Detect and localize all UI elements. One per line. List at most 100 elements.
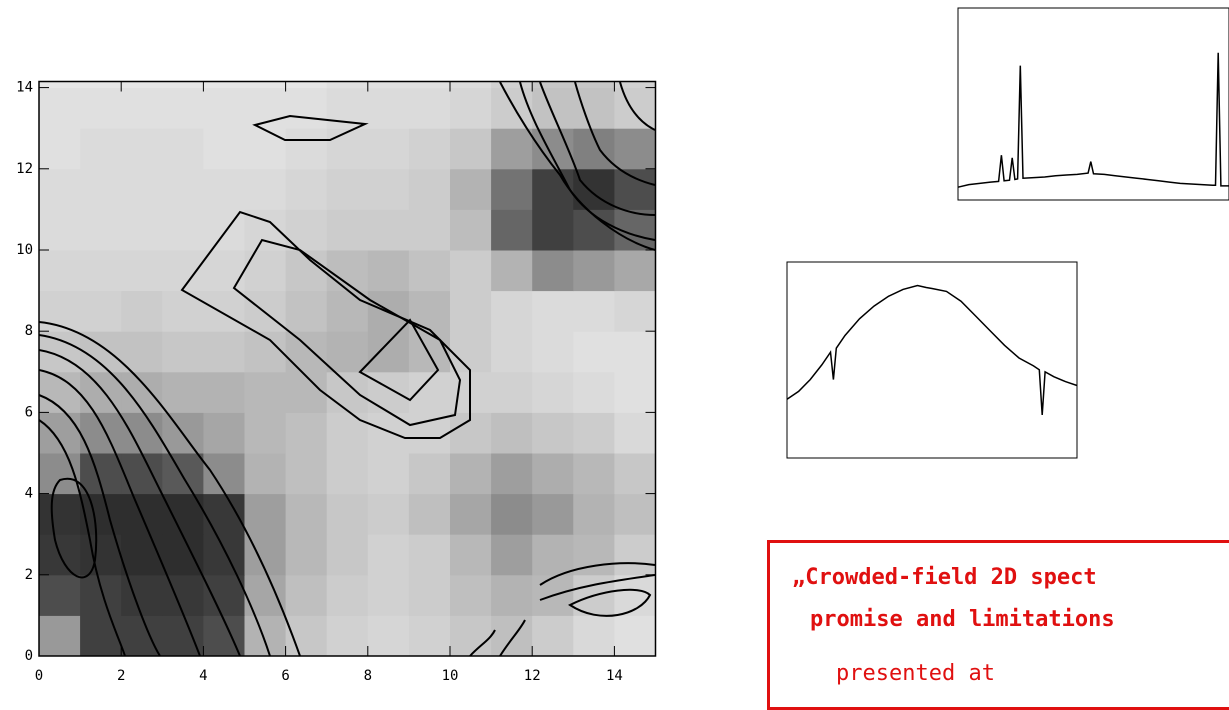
contour (539, 562, 656, 586)
heatmap-cell (285, 87, 328, 129)
spectrum-line (786, 284, 1078, 415)
heatmap-cell (367, 371, 410, 413)
heatmap-cell (573, 81, 615, 89)
heatmap-cell (326, 81, 369, 89)
subtitle-line: presented at (836, 661, 995, 686)
heatmap-cell (162, 331, 204, 373)
heatmap-cell (491, 249, 533, 292)
heatmap-cell (614, 290, 656, 332)
x-tick-label: 14 (606, 668, 623, 684)
heatmap-cell (491, 534, 533, 576)
heatmap-cell (39, 81, 81, 89)
heatmap-cell (532, 493, 574, 535)
slide: 0 2 4 6 8 10 12 14 0 2 4 6 8 10 12 14 (16, 7, 1229, 684)
heatmap-cell (285, 412, 328, 454)
heatmap-cell (203, 168, 245, 210)
heatmap-cell (367, 168, 410, 210)
heatmap-cell (573, 412, 615, 454)
heatmap-cell (203, 574, 245, 616)
contour (39, 334, 271, 656)
y-tick-label: 6 (25, 404, 33, 420)
heatmap-cell (203, 452, 245, 495)
x-tick-label: 12 (524, 668, 541, 684)
heatmap-cell (162, 128, 204, 170)
heatmap-cell (573, 87, 615, 129)
contour (499, 619, 526, 656)
heatmap-cell (80, 128, 122, 170)
heatmap-cell (80, 534, 122, 576)
heatmap-cell (80, 290, 122, 332)
contour (539, 574, 656, 601)
heatmap-cell (285, 371, 328, 413)
heatmap-cell (326, 452, 369, 495)
heatmap-cell (408, 209, 451, 251)
heatmap-cell (39, 87, 81, 129)
heatmap-cell (326, 412, 369, 454)
x-tick-label: 6 (281, 668, 289, 684)
heatmap-cell (532, 371, 574, 413)
heatmap-cell (39, 493, 81, 535)
heatmap-cell (203, 87, 245, 129)
y-tick-label: 8 (25, 323, 33, 339)
title-line: „Crowded-field 2D spect (792, 565, 1097, 590)
contour (499, 81, 656, 251)
contour (358, 318, 440, 402)
heatmap-cell (80, 168, 122, 210)
contours (39, 81, 656, 656)
heatmap-cell (80, 209, 122, 251)
heatmap-cell (326, 290, 369, 332)
heatmap-cell (244, 493, 287, 535)
heatmap-cell (614, 493, 656, 535)
contour (180, 210, 471, 439)
heatmap-cell (244, 452, 287, 495)
heatmap-cell (121, 87, 163, 129)
heatmap-cell (450, 615, 492, 656)
heatmap-cell (408, 412, 451, 454)
heatmap-cell (244, 615, 287, 656)
heatmap-cell (39, 249, 81, 292)
heatmap-cell (532, 87, 574, 129)
heatmap-cell (532, 331, 574, 373)
heatmap-cell (491, 81, 533, 89)
heatmap-cell (532, 615, 574, 656)
heatmap-cell (367, 534, 410, 576)
heatmap-cell (39, 290, 81, 332)
heatmap-cell (532, 290, 574, 332)
heatmap-cell (80, 574, 122, 616)
heatmap-cell (532, 412, 574, 454)
axes: 0 2 4 6 8 10 12 14 0 2 4 6 8 10 12 14 (16, 7, 1229, 684)
contour (39, 321, 301, 656)
heatmap-cell (491, 168, 533, 210)
heatmap-cell (614, 81, 656, 89)
heatmap-cell (162, 168, 204, 210)
heatmap-cell (450, 290, 492, 332)
heatmap-cell (367, 412, 410, 454)
heatmap-cell (285, 81, 328, 89)
heatmap-cell (367, 209, 410, 251)
heatmap-cell (408, 128, 451, 170)
contour (50, 477, 98, 579)
heatmap-cell (203, 209, 245, 251)
heatmap-cell (39, 412, 81, 454)
heatmap-cell (408, 331, 451, 373)
heatmap-cell (39, 574, 81, 616)
contour (39, 394, 161, 656)
heatmap-cell (203, 371, 245, 413)
spectrum-line (957, 52, 1229, 188)
heatmap-cell (80, 87, 122, 129)
heatmap-cell (326, 615, 369, 656)
heatmap-cell (203, 128, 245, 170)
heatmap-cell (450, 452, 492, 495)
heatmap-cell (121, 168, 163, 210)
heatmap-cell (491, 331, 533, 373)
heatmap-cell (203, 493, 245, 535)
heatmap-cell (162, 452, 204, 495)
heatmap-cell (450, 534, 492, 576)
heatmap-cell (367, 493, 410, 535)
heatmap-cell (573, 493, 615, 535)
heatmap-cell (326, 371, 369, 413)
heatmap-cell (367, 615, 410, 656)
heatmap-cell (614, 249, 656, 292)
heatmap-cell (39, 615, 81, 656)
plot-frame (38, 80, 657, 657)
